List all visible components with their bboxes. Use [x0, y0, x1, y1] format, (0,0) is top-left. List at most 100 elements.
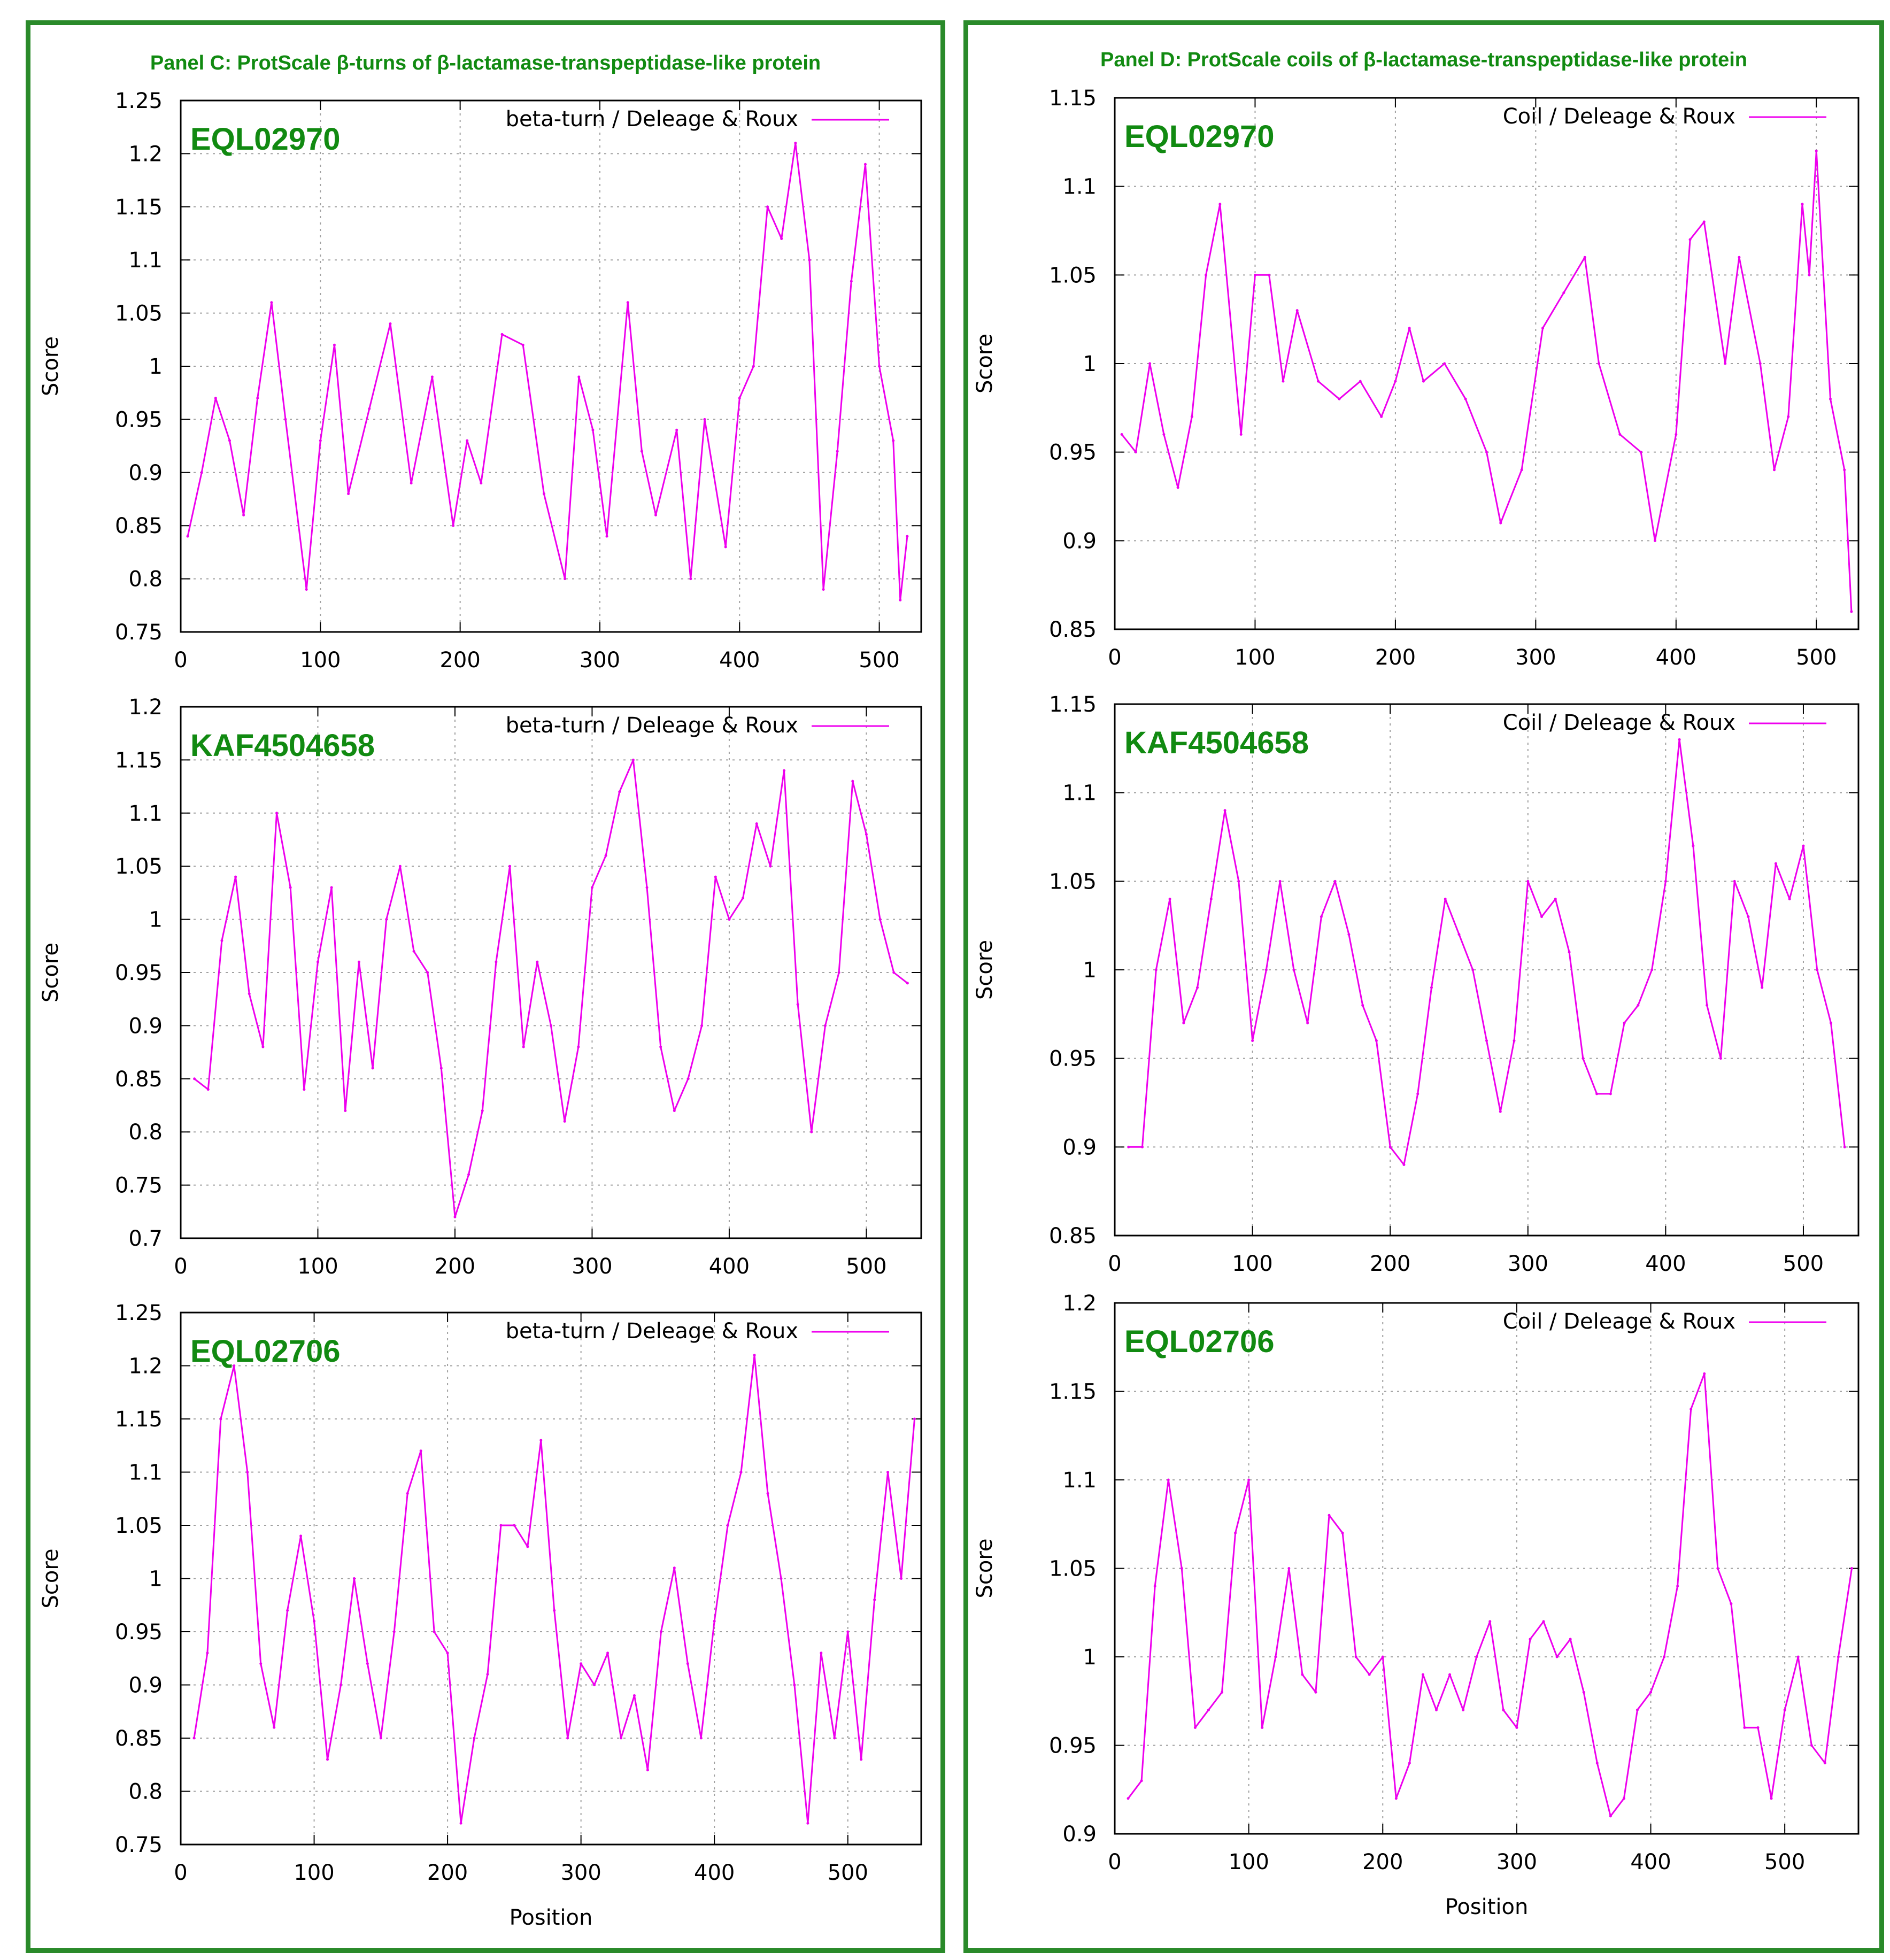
data-point — [837, 971, 840, 974]
y-tick-label: 0.9 — [128, 1673, 163, 1698]
data-point — [1141, 1145, 1144, 1148]
data-point — [1295, 309, 1299, 312]
y-tick-label: 1.05 — [115, 302, 163, 326]
y-tick-label: 1.1 — [1062, 175, 1097, 199]
data-point — [379, 1737, 382, 1740]
y-tick-label: 0.95 — [115, 407, 163, 432]
data-point — [275, 812, 279, 815]
data-point — [1787, 415, 1790, 418]
data-point — [459, 1822, 462, 1825]
data-point — [1703, 1372, 1706, 1375]
data-point — [1499, 1110, 1502, 1113]
y-tick-label: 0.9 — [128, 461, 163, 485]
data-point — [1380, 415, 1383, 418]
data-point — [564, 577, 567, 581]
data-point — [1182, 1021, 1185, 1024]
data-point — [752, 365, 755, 368]
data-point — [326, 1758, 329, 1761]
x-tick-label: 300 — [560, 1861, 601, 1885]
data-point — [1218, 203, 1222, 206]
data-point — [1292, 968, 1295, 971]
data-point — [1569, 1638, 1572, 1641]
data-point — [673, 1109, 676, 1112]
data-point — [1595, 1762, 1599, 1765]
y-tick-label: 1 — [149, 908, 163, 932]
data-point — [1783, 1708, 1786, 1711]
x-tick-label: 300 — [1515, 645, 1556, 670]
data-point — [899, 598, 902, 601]
data-point — [526, 1545, 529, 1548]
data-point — [1388, 1145, 1392, 1148]
data-point — [1623, 1021, 1626, 1024]
data-point — [1408, 1762, 1411, 1765]
y-tick-label: 1.05 — [115, 854, 163, 879]
y-tick-label: 1.1 — [128, 801, 163, 826]
data-point — [780, 1577, 783, 1580]
data-point — [1653, 539, 1656, 542]
data-point — [1622, 1797, 1625, 1800]
data-point — [1134, 451, 1137, 454]
data-point — [1205, 273, 1208, 276]
data-point — [878, 365, 881, 368]
x-tick-label: 0 — [174, 1861, 187, 1885]
y-tick-label: 0.95 — [1049, 441, 1097, 465]
y-tick-label: 1 — [149, 1567, 163, 1592]
x-tick-label: 0 — [1108, 1252, 1121, 1276]
x-tick-label: 200 — [427, 1861, 468, 1885]
data-point — [1359, 380, 1362, 383]
data-point — [659, 1045, 662, 1048]
data-point — [453, 1215, 457, 1218]
data-point — [1306, 1021, 1309, 1024]
data-point — [371, 1067, 374, 1070]
data-point — [646, 1769, 649, 1772]
data-point — [1738, 256, 1741, 259]
data-point — [1706, 1004, 1709, 1007]
plot-frame — [180, 1311, 922, 1846]
data-point — [1278, 879, 1282, 883]
data-point — [700, 1024, 704, 1027]
data-point — [794, 142, 797, 145]
data-point — [542, 492, 545, 496]
data-point — [1274, 1655, 1277, 1658]
data-point — [242, 513, 245, 516]
x-tick-label: 500 — [1764, 1850, 1805, 1874]
data-point — [480, 482, 483, 485]
data-point — [214, 397, 217, 400]
data-point — [1435, 1708, 1438, 1711]
data-point — [452, 524, 455, 527]
chart-d2: 0.85 0.9 0.95 1 1.05 1.1 1.15 0 100 200 300 400 500 S… — [973, 692, 1860, 1276]
data-point — [1583, 256, 1586, 259]
y-tick-label: 0.75 — [115, 620, 163, 645]
data-point — [1253, 273, 1256, 276]
y-tick-label: 1.05 — [1049, 869, 1097, 894]
data-point — [259, 1662, 263, 1665]
data-point — [1153, 1585, 1156, 1588]
data-point — [1462, 1708, 1465, 1711]
data-point — [686, 1662, 689, 1665]
y-tick-label: 1.05 — [115, 1514, 163, 1538]
data-point — [724, 545, 727, 549]
y-tick-label: 0.95 — [115, 1620, 163, 1645]
protein-id-label: EQL02970 — [1124, 119, 1275, 154]
x-tick-label: 200 — [435, 1254, 475, 1279]
x-tick-label: 300 — [1508, 1252, 1548, 1276]
data-point — [1562, 291, 1565, 294]
data-point — [508, 865, 512, 868]
data-point — [1837, 1655, 1840, 1658]
data-point — [1394, 1797, 1398, 1800]
y-axis-label: Score — [973, 940, 997, 1000]
series-line-d2 — [1128, 738, 1846, 1166]
data-point — [1843, 1145, 1846, 1148]
data-point — [1650, 968, 1654, 971]
data-point — [796, 1003, 799, 1006]
protein-id-label: EQL02970 — [190, 122, 341, 157]
data-point — [316, 960, 319, 963]
data-point — [1127, 1145, 1130, 1148]
data-point — [299, 1534, 303, 1538]
data-point — [1237, 879, 1240, 883]
data-point — [1637, 1004, 1640, 1007]
data-point — [1541, 327, 1544, 330]
data-point — [703, 418, 706, 421]
y-tick-label: 0.9 — [1062, 1135, 1097, 1160]
data-point — [1443, 362, 1446, 365]
